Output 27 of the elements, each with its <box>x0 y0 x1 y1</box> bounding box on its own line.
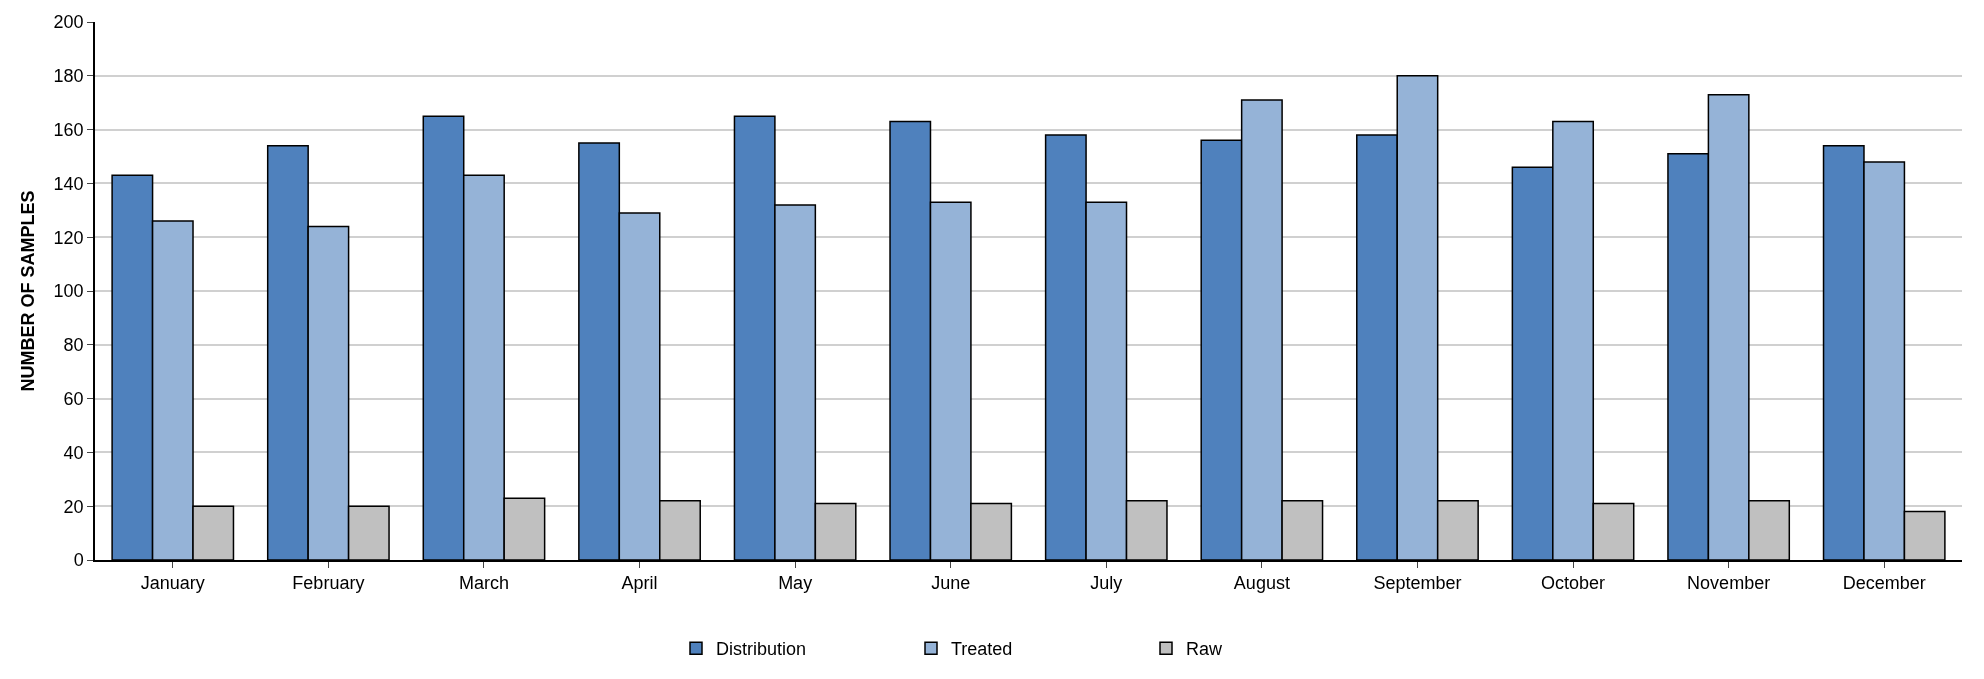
y-tick-label: 80 <box>63 335 84 356</box>
y-tick-label: 160 <box>53 119 84 140</box>
x-tick-label: October <box>1541 573 1606 594</box>
y-tick-label: 180 <box>53 66 84 87</box>
x-tick-label: June <box>931 573 971 594</box>
y-tick-label: 20 <box>63 496 84 517</box>
legend-label: Raw <box>1186 639 1224 660</box>
y-tick-label: 100 <box>53 281 84 302</box>
y-axis-title: NUMBER OF SAMPLES <box>18 190 39 392</box>
y-tick-label: 120 <box>53 227 84 248</box>
y-tick-label: 0 <box>73 550 84 571</box>
legend-label: Distribution <box>716 639 807 660</box>
legend-label: Treated <box>951 639 1013 660</box>
y-tick-label: 200 <box>53 12 84 33</box>
x-tick-label: February <box>292 573 365 594</box>
x-tick-label: July <box>1090 573 1123 594</box>
x-tick-label: November <box>1687 573 1771 594</box>
x-tick-label: April <box>621 573 658 594</box>
y-tick-label: 140 <box>53 173 84 194</box>
x-tick-label: March <box>458 573 509 594</box>
x-tick-label: January <box>140 573 205 594</box>
x-tick-label: September <box>1373 573 1462 594</box>
y-tick-label: 60 <box>63 388 84 409</box>
y-tick-label: 40 <box>63 442 84 463</box>
x-tick-label: December <box>1842 573 1926 594</box>
x-tick-label: August <box>1233 573 1290 594</box>
x-tick-label: May <box>778 573 813 594</box>
